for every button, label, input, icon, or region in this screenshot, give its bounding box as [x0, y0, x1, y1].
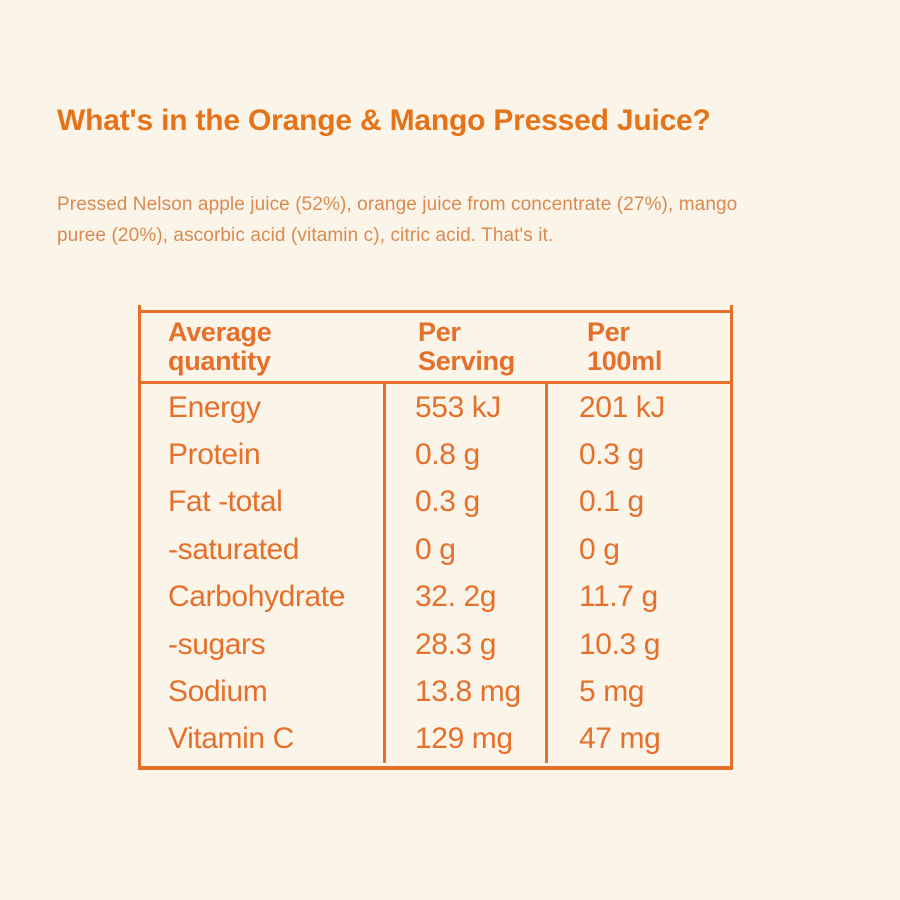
- column-header-average-quantity: Average quantity: [168, 317, 272, 376]
- value-per-serving: 0.8 g: [383, 431, 545, 479]
- table-row: -sugars 28.3 g 10.3 g: [141, 620, 730, 669]
- row-label: Sodium: [168, 674, 268, 708]
- value-per-100ml: 201 kJ: [545, 384, 730, 432]
- column-header-per-100ml: Per 100ml: [587, 317, 663, 376]
- table-row: Fat -total 0.3 g 0.1 g: [141, 478, 730, 527]
- row-label: -sugars: [168, 627, 266, 661]
- value-per-serving: 13.8 mg: [383, 668, 545, 716]
- table-row: Carbohydrate 32. 2g 11.7 g: [141, 573, 730, 621]
- row-label: Fat -total: [168, 485, 283, 519]
- table-row: -saturated 0 g 0 g: [141, 526, 730, 574]
- column-header-per-serving: Per Serving: [418, 317, 515, 376]
- row-label: Energy: [168, 390, 261, 424]
- row-label: -saturated: [168, 532, 300, 566]
- nutrition-table: Average quantity Per Serving Per 100ml E…: [138, 305, 733, 770]
- value-per-100ml: 47 mg: [545, 715, 730, 763]
- table-row: Sodium 13.8 mg 5 mg: [141, 668, 730, 716]
- row-label: Vitamin C: [168, 722, 294, 756]
- table-row: Vitamin C 129 mg 47 mg: [141, 715, 730, 763]
- nutrition-table-body: Energy 553 kJ 201 kJ Protein 0.8 g 0.3 g…: [141, 381, 730, 763]
- page-title: What's in the Orange & Mango Pressed Jui…: [57, 104, 711, 137]
- value-per-serving: 0.3 g: [383, 478, 545, 527]
- value-per-100ml: 10.3 g: [545, 620, 730, 669]
- value-per-100ml: 0 g: [545, 526, 730, 574]
- value-per-100ml: 5 mg: [545, 668, 730, 716]
- value-per-serving: 0 g: [383, 526, 545, 574]
- nutrition-table-header: Average quantity Per Serving Per 100ml: [141, 313, 730, 381]
- value-per-100ml: 0.3 g: [545, 431, 730, 479]
- row-label: Protein: [168, 438, 261, 472]
- value-per-serving: 553 kJ: [383, 384, 545, 432]
- value-per-100ml: 0.1 g: [545, 478, 730, 527]
- value-per-serving: 32. 2g: [383, 573, 545, 621]
- value-per-serving: 129 mg: [383, 715, 545, 763]
- value-per-100ml: 11.7 g: [545, 573, 730, 621]
- table-row: Energy 553 kJ 201 kJ: [141, 384, 730, 432]
- table-row: Protein 0.8 g 0.3 g: [141, 431, 730, 479]
- row-label: Carbohydrate: [168, 580, 345, 614]
- value-per-serving: 28.3 g: [383, 620, 545, 669]
- ingredients-text: Pressed Nelson apple juice (52%), orange…: [57, 194, 738, 246]
